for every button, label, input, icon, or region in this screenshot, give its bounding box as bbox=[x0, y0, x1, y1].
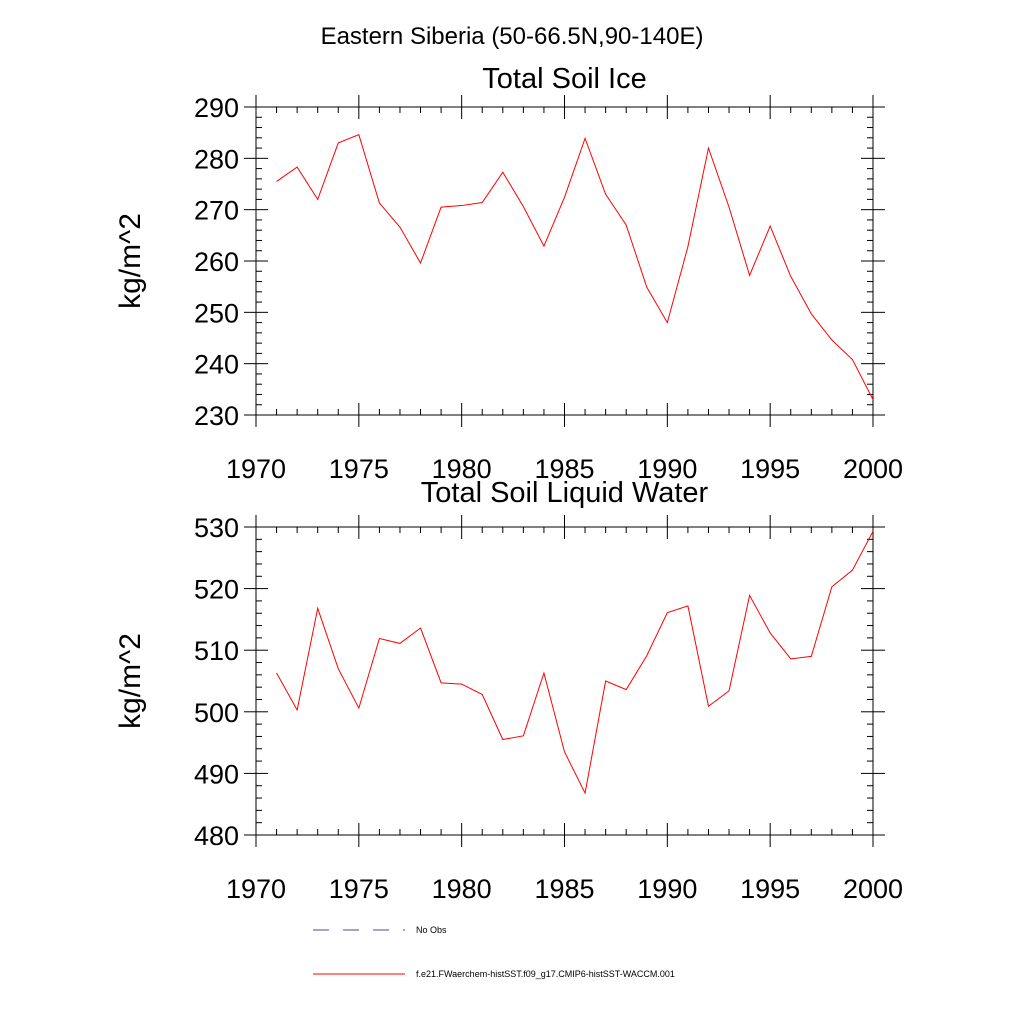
x-tick-label: 1990 bbox=[637, 454, 697, 484]
x-tick-label: 1970 bbox=[226, 874, 286, 904]
y-axis-label: kg/m^2 bbox=[114, 213, 147, 309]
series-line bbox=[276, 531, 874, 795]
y-tick-label: 480 bbox=[194, 821, 239, 851]
panel-title: Total Soil Liquid Water bbox=[421, 477, 709, 509]
x-tick-label: 1970 bbox=[226, 454, 286, 484]
panel-total-soil-liquid-water: Total Soil Liquid Water 1970 1975 1980 1985 1… bbox=[114, 477, 903, 904]
y-tick-label: 260 bbox=[194, 247, 239, 277]
y-axis-label: kg/m^2 bbox=[114, 633, 147, 729]
x-tick-label: 1995 bbox=[740, 454, 800, 484]
plot-frame bbox=[255, 526, 874, 836]
x-tick-label: 1990 bbox=[637, 874, 697, 904]
x-tick-label: 1975 bbox=[329, 454, 389, 484]
x-tick-label: 1995 bbox=[740, 874, 800, 904]
x-tick-label: 2000 bbox=[843, 874, 903, 904]
figure-title: Eastern Siberia (50-66.5N,90-140E) bbox=[321, 23, 704, 50]
y-tick-label: 530 bbox=[194, 513, 239, 543]
y-tick-label: 280 bbox=[194, 144, 239, 174]
y-tick-label: 490 bbox=[194, 759, 239, 789]
plot-frame bbox=[255, 106, 874, 416]
x-tick-label: 1985 bbox=[534, 874, 594, 904]
x-tick-label: 1985 bbox=[534, 454, 594, 484]
panel-title: Total Soil Ice bbox=[482, 63, 646, 95]
y-tick-label: 510 bbox=[194, 636, 239, 666]
legend-label-model: f.e21.FWaerchem-histSST.f09_g17.CMIP6-hi… bbox=[416, 969, 675, 979]
x-tick-label: 2000 bbox=[843, 454, 903, 484]
x-tick-label: 1975 bbox=[329, 874, 389, 904]
y-tick-label: 230 bbox=[194, 401, 239, 431]
legend-label-no-obs: No Obs bbox=[416, 925, 447, 935]
y-tick-label: 240 bbox=[194, 350, 239, 380]
x-tick-label: 1980 bbox=[432, 454, 492, 484]
series-line bbox=[276, 134, 874, 400]
y-tick-label: 270 bbox=[194, 196, 239, 226]
legend: No Obs f.e21.FWaerchem-histSST.f09_g17.C… bbox=[313, 925, 675, 979]
x-tick-label: 1980 bbox=[432, 874, 492, 904]
y-tick-label: 500 bbox=[194, 698, 239, 728]
panel-total-soil-ice: Total Soil Ice 1970 1975 1980 1985 1990 1995 20… bbox=[114, 63, 903, 484]
y-tick-label: 290 bbox=[194, 93, 239, 123]
y-tick-label: 520 bbox=[194, 575, 239, 605]
y-tick-label: 250 bbox=[194, 298, 239, 328]
